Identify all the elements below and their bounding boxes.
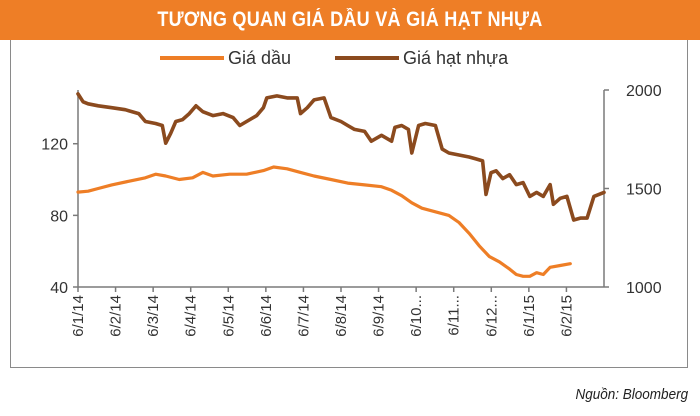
left-tick-label: 80 — [50, 208, 68, 225]
source-note: Nguồn: Bloomberg — [575, 386, 688, 403]
x-tick-label: 6/3/14 — [145, 295, 162, 337]
chart-svg: 40 80 120 1000 1500 2000 6/1/14 6/2/14 6/3/14 6/4… — [41, 48, 662, 337]
x-tick-label: 6/6/14 — [258, 295, 275, 337]
x-tick-label: 6/1/14 — [70, 295, 87, 337]
x-tick-label: 6/9/14 — [371, 295, 388, 337]
legend-label-plastic: Giá hạt nhựa — [403, 48, 509, 68]
x-tick-label: 6/5/14 — [220, 295, 237, 337]
x-tick-label: 6/1/15 — [521, 295, 538, 337]
left-tick-label: 40 — [50, 280, 68, 297]
x-tick-label: 6/2/14 — [108, 295, 125, 337]
x-tick-label: 6/7/14 — [295, 295, 312, 337]
x-tick-label: 6/8/14 — [333, 295, 350, 337]
chart-title: TƯƠNG QUAN GIÁ DẦU VÀ GIÁ HẠT NHỰA — [157, 8, 543, 31]
chart-frame — [10, 40, 688, 368]
series-line-oil — [76, 165, 572, 278]
right-tick-label: 1500 — [626, 182, 662, 199]
x-tick-label: 6/12... — [483, 295, 500, 337]
left-tick-label: 120 — [41, 137, 68, 154]
series-line-plastic — [76, 92, 606, 222]
x-tick-label: 6/11... — [446, 295, 463, 336]
x-tick-label: 6/4/14 — [183, 295, 200, 337]
x-tick-label: 6/10... — [408, 295, 425, 337]
x-tick-label: 6/2/15 — [558, 295, 575, 337]
legend-label-oil: Giá dầu — [228, 48, 291, 68]
right-tick-label: 2000 — [626, 83, 662, 100]
right-tick-label: 1000 — [626, 280, 662, 297]
chart-title-bar: TƯƠNG QUAN GIÁ DẦU VÀ GIÁ HẠT NHỰA — [0, 0, 700, 40]
